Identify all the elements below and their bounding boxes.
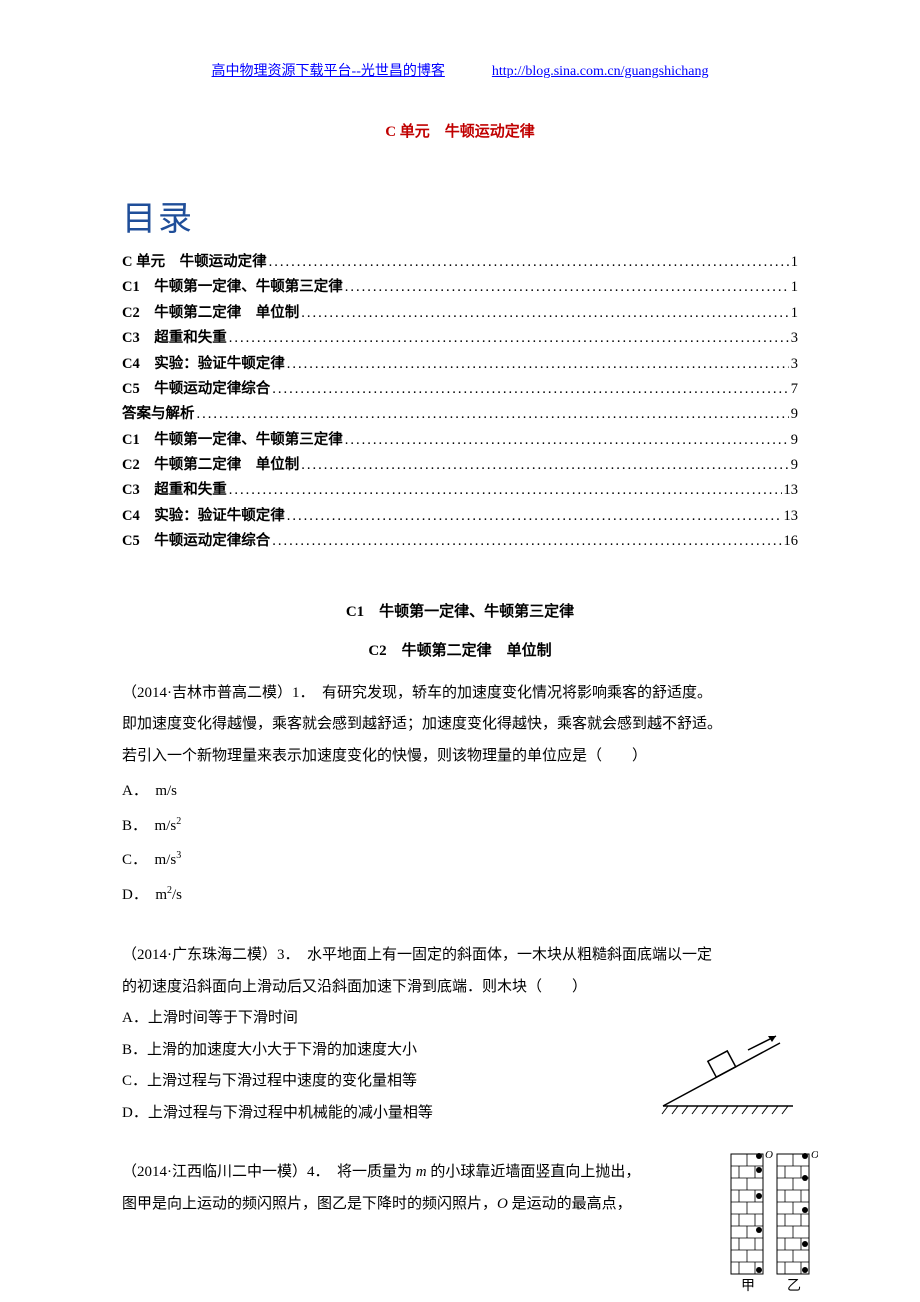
toc-leader: [197, 402, 789, 427]
blog-url-link[interactable]: http://blog.sina.com.cn/guangshichang: [492, 64, 709, 79]
blog-title-link[interactable]: 高中物理资源下载平台--光世昌的博客: [212, 64, 445, 79]
q1-option-a: A． m/s: [122, 774, 798, 809]
toc-leader: [229, 478, 782, 503]
toc-row[interactable]: C4 实验：验证牛顿定律 13: [122, 504, 798, 529]
q1-option-c: C． m/s3: [122, 843, 798, 878]
strobe-label-left: 甲: [741, 1279, 755, 1294]
toc-row[interactable]: C5 牛顿运动定律综合 16: [122, 529, 798, 554]
toc-page: 1: [791, 275, 798, 300]
toc-leader: [269, 250, 789, 275]
toc-page: 7: [791, 377, 798, 402]
toc-row[interactable]: C1 牛顿第一定律、牛顿第三定律 1: [122, 275, 798, 300]
toc-leader: [272, 529, 781, 554]
q2-stem-line: 的初速度沿斜面向上滑动后又沿斜面加速下滑到底端．则木块（ ）: [122, 972, 798, 1004]
strobe-label-o-right: O: [811, 1149, 818, 1161]
toc-page: 9: [791, 428, 798, 453]
strobe-column-right: [777, 1153, 809, 1274]
toc-row[interactable]: C2 牛顿第二定律 单位制 1: [122, 301, 798, 326]
toc-leader: [345, 428, 789, 453]
page-title: C 单元 牛顿运动定律: [122, 120, 798, 141]
toc-label: C4 实验：验证牛顿定律: [122, 352, 285, 377]
toc-leader: [229, 326, 789, 351]
toc-label: C3 超重和失重: [122, 478, 227, 503]
toc-row[interactable]: C3 超重和失重 3: [122, 326, 798, 351]
toc-row[interactable]: C4 实验：验证牛顿定律 3: [122, 352, 798, 377]
toc-label: C1 牛顿第一定律、牛顿第三定律: [122, 275, 343, 300]
toc-page: 3: [791, 326, 798, 351]
q1-options: A． m/s B． m/s2 C． m/s3 D． m2/s: [122, 774, 798, 912]
toc-label: C5 牛顿运动定律综合: [122, 377, 270, 402]
q3-stem-line: 图甲是向上运动的频闪照片，图乙是下降时的频闪照片，O 是运动的最高点，: [122, 1189, 688, 1221]
toc-page: 1: [791, 250, 798, 275]
header-links: 高中物理资源下载平台--光世昌的博客 http://blog.sina.com.…: [122, 60, 798, 80]
toc-page: 16: [784, 529, 799, 554]
toc-label: C4 实验：验证牛顿定律: [122, 504, 285, 529]
q3-stem-line: （2014·江西临川二中一模）4． 将一质量为 m 的小球靠近墙面竖直向上抛出，: [122, 1157, 688, 1189]
toc-page: 3: [791, 352, 798, 377]
toc-page: 13: [784, 478, 799, 503]
q1-option-b: B． m/s2: [122, 809, 798, 844]
strobe-column-left: [731, 1153, 763, 1274]
q1-option-d: D． m2/s: [122, 878, 798, 913]
toc-label: 答案与解析: [122, 402, 195, 427]
question-1: （2014·吉林市普高二模）1． 有研究发现，轿车的加速度变化情况将影响乘客的舒…: [122, 678, 798, 913]
inclined-plane-figure: [658, 1028, 798, 1118]
toc-row[interactable]: C3 超重和失重 13: [122, 478, 798, 503]
toc-list: C 单元 牛顿运动定律 1 C1 牛顿第一定律、牛顿第三定律 1 C2 牛顿第二定律…: [122, 250, 798, 555]
toc-row[interactable]: C 单元 牛顿运动定律 1: [122, 250, 798, 275]
toc-heading: 目录: [122, 191, 798, 240]
toc-row[interactable]: 答案与解析 9: [122, 402, 798, 427]
toc-leader: [287, 504, 782, 529]
toc-page: 13: [784, 504, 799, 529]
toc-leader: [301, 301, 789, 326]
strobe-label-o-left: O: [765, 1149, 773, 1161]
toc-label: C2 牛顿第二定律 单位制: [122, 301, 299, 326]
strobe-photo-figure: O O 甲 乙: [723, 1148, 818, 1298]
section-c1-heading: C1 牛顿第一定律、牛顿第三定律: [122, 600, 798, 621]
toc-leader: [287, 352, 789, 377]
toc-label: C2 牛顿第二定律 单位制: [122, 453, 299, 478]
toc-label: C1 牛顿第一定律、牛顿第三定律: [122, 428, 343, 453]
toc-leader: [272, 377, 789, 402]
toc-page: 9: [791, 402, 798, 427]
toc-label: C 单元 牛顿运动定律: [122, 250, 267, 275]
section-c2-heading: C2 牛顿第二定律 单位制: [122, 639, 798, 660]
toc-row[interactable]: C2 牛顿第二定律 单位制 9: [122, 453, 798, 478]
question-3: （2014·江西临川二中一模）4． 将一质量为 m 的小球靠近墙面竖直向上抛出，…: [122, 1157, 798, 1220]
toc-page: 1: [791, 301, 798, 326]
toc-leader: [345, 275, 789, 300]
toc-label: C5 牛顿运动定律综合: [122, 529, 270, 554]
q1-stem-line: 即加速度变化得越慢，乘客就会感到越舒适；加速度变化得越快，乘客就会感到越不舒适。: [122, 709, 798, 741]
q1-stem-line: 若引入一个新物理量来表示加速度变化的快慢，则该物理量的单位应是（ ）: [122, 741, 798, 773]
q2-stem-line: （2014·广东珠海二模）3． 水平地面上有一固定的斜面体，一木块从粗糙斜面底端…: [122, 940, 798, 972]
toc-label: C3 超重和失重: [122, 326, 227, 351]
toc-row[interactable]: C5 牛顿运动定律综合 7: [122, 377, 798, 402]
q1-stem-line: （2014·吉林市普高二模）1． 有研究发现，轿车的加速度变化情况将影响乘客的舒…: [122, 678, 798, 710]
toc-page: 9: [791, 453, 798, 478]
toc-row[interactable]: C1 牛顿第一定律、牛顿第三定律 9: [122, 428, 798, 453]
strobe-label-right: 乙: [787, 1278, 801, 1294]
toc-leader: [301, 453, 789, 478]
